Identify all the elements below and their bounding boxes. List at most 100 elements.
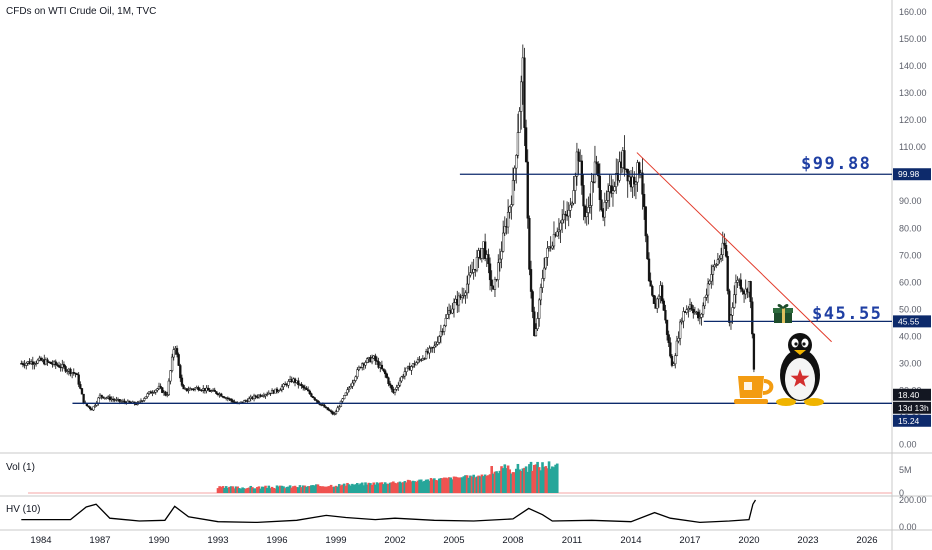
candle-body — [502, 232, 505, 252]
volume-bar — [546, 468, 549, 493]
candle-body — [598, 175, 602, 201]
candle-body — [526, 161, 529, 219]
candle-body — [531, 291, 534, 313]
volume-bar — [551, 466, 554, 493]
candle-body — [539, 287, 543, 301]
candle-body — [161, 387, 164, 393]
volume-bar — [516, 463, 520, 493]
volume-bar — [301, 485, 305, 493]
volume-bar — [246, 487, 249, 493]
candle-body — [462, 294, 465, 297]
volume-bar — [555, 463, 559, 493]
volume-bar — [415, 481, 418, 493]
candle-body — [685, 309, 688, 313]
volume-bar — [447, 477, 451, 493]
volume-bar — [375, 482, 379, 493]
volume-bar — [429, 478, 433, 493]
volume-bar — [454, 476, 457, 493]
candle-body — [741, 288, 744, 292]
candle-body — [434, 344, 438, 347]
volume-bar — [511, 472, 515, 493]
candle-body — [552, 233, 556, 247]
candle-body — [123, 400, 126, 403]
candle-body — [423, 358, 426, 360]
candlestick-series — [20, 44, 756, 416]
volume-bar — [478, 476, 482, 493]
tux-penguin-icon — [776, 333, 824, 406]
volume-bar — [505, 468, 508, 493]
volume-bar — [334, 485, 338, 493]
volume-bar — [321, 486, 325, 493]
candle-body — [461, 295, 464, 299]
candle-body — [306, 389, 310, 392]
volume-bar — [410, 481, 413, 493]
candle-body — [331, 411, 334, 415]
candle-body — [739, 279, 742, 290]
candle-body — [749, 281, 752, 303]
price-tag-label: 99.98 — [898, 169, 920, 179]
candle-body — [141, 400, 144, 402]
candle-body — [603, 202, 606, 218]
candle-body — [361, 363, 364, 368]
candle-body — [721, 242, 724, 255]
volume-bar — [519, 470, 523, 493]
volume-bar — [403, 481, 407, 493]
candle-body — [669, 342, 672, 357]
candle-body — [600, 199, 603, 211]
price-tick-label: 0.00 — [899, 440, 917, 450]
volume-tick-zero: 0 — [899, 488, 904, 498]
candle-body — [226, 397, 229, 399]
volume-bar — [365, 484, 369, 493]
volume-bar — [256, 487, 259, 493]
volume-bar — [216, 488, 220, 493]
volume-bar — [218, 486, 221, 493]
candle-body — [642, 193, 646, 207]
candle-body — [154, 389, 157, 393]
volume-bar — [482, 476, 485, 493]
candle-body — [682, 311, 685, 322]
candle-body — [384, 370, 387, 375]
candle-body — [541, 278, 544, 288]
volume-bar — [278, 485, 282, 493]
volume-bar — [547, 461, 551, 493]
candle-body — [397, 384, 400, 388]
trendline[interactable] — [636, 152, 832, 343]
price-tag-label: 45.55 — [898, 316, 920, 326]
volume-bar — [219, 487, 223, 493]
candle-body — [343, 395, 346, 400]
volume-bar — [223, 487, 226, 493]
candle-body — [308, 390, 311, 395]
volume-bar — [526, 471, 530, 493]
volume-bar — [275, 485, 279, 493]
volume-bar — [408, 480, 412, 493]
volume-bar — [288, 485, 292, 493]
candle-body — [185, 388, 189, 391]
volume-bar — [269, 488, 272, 493]
volume-bar — [359, 483, 362, 493]
candle-body — [25, 362, 28, 366]
candle-body — [74, 372, 77, 375]
volume-bar — [423, 480, 426, 493]
candle-body — [556, 231, 559, 237]
volume-bar — [529, 461, 533, 493]
candle-body — [87, 405, 90, 408]
volume-bar — [521, 468, 525, 493]
candle-body — [606, 191, 610, 201]
volume-bar — [249, 485, 253, 493]
candle-body — [534, 328, 538, 337]
volume-bar — [506, 465, 510, 493]
candle-body — [69, 368, 72, 374]
candle-body — [657, 295, 661, 300]
candle-body — [719, 254, 723, 259]
volume-bar — [542, 467, 546, 493]
volume-bar — [510, 473, 513, 493]
time-tick-label: 1999 — [325, 535, 346, 546]
time-tick-label: 1984 — [30, 535, 51, 546]
candle-body — [508, 206, 511, 213]
candle-body — [156, 388, 159, 391]
candle-body — [564, 213, 567, 216]
candle-body — [347, 387, 351, 390]
candle-body — [395, 387, 398, 390]
candle-body — [487, 254, 490, 265]
